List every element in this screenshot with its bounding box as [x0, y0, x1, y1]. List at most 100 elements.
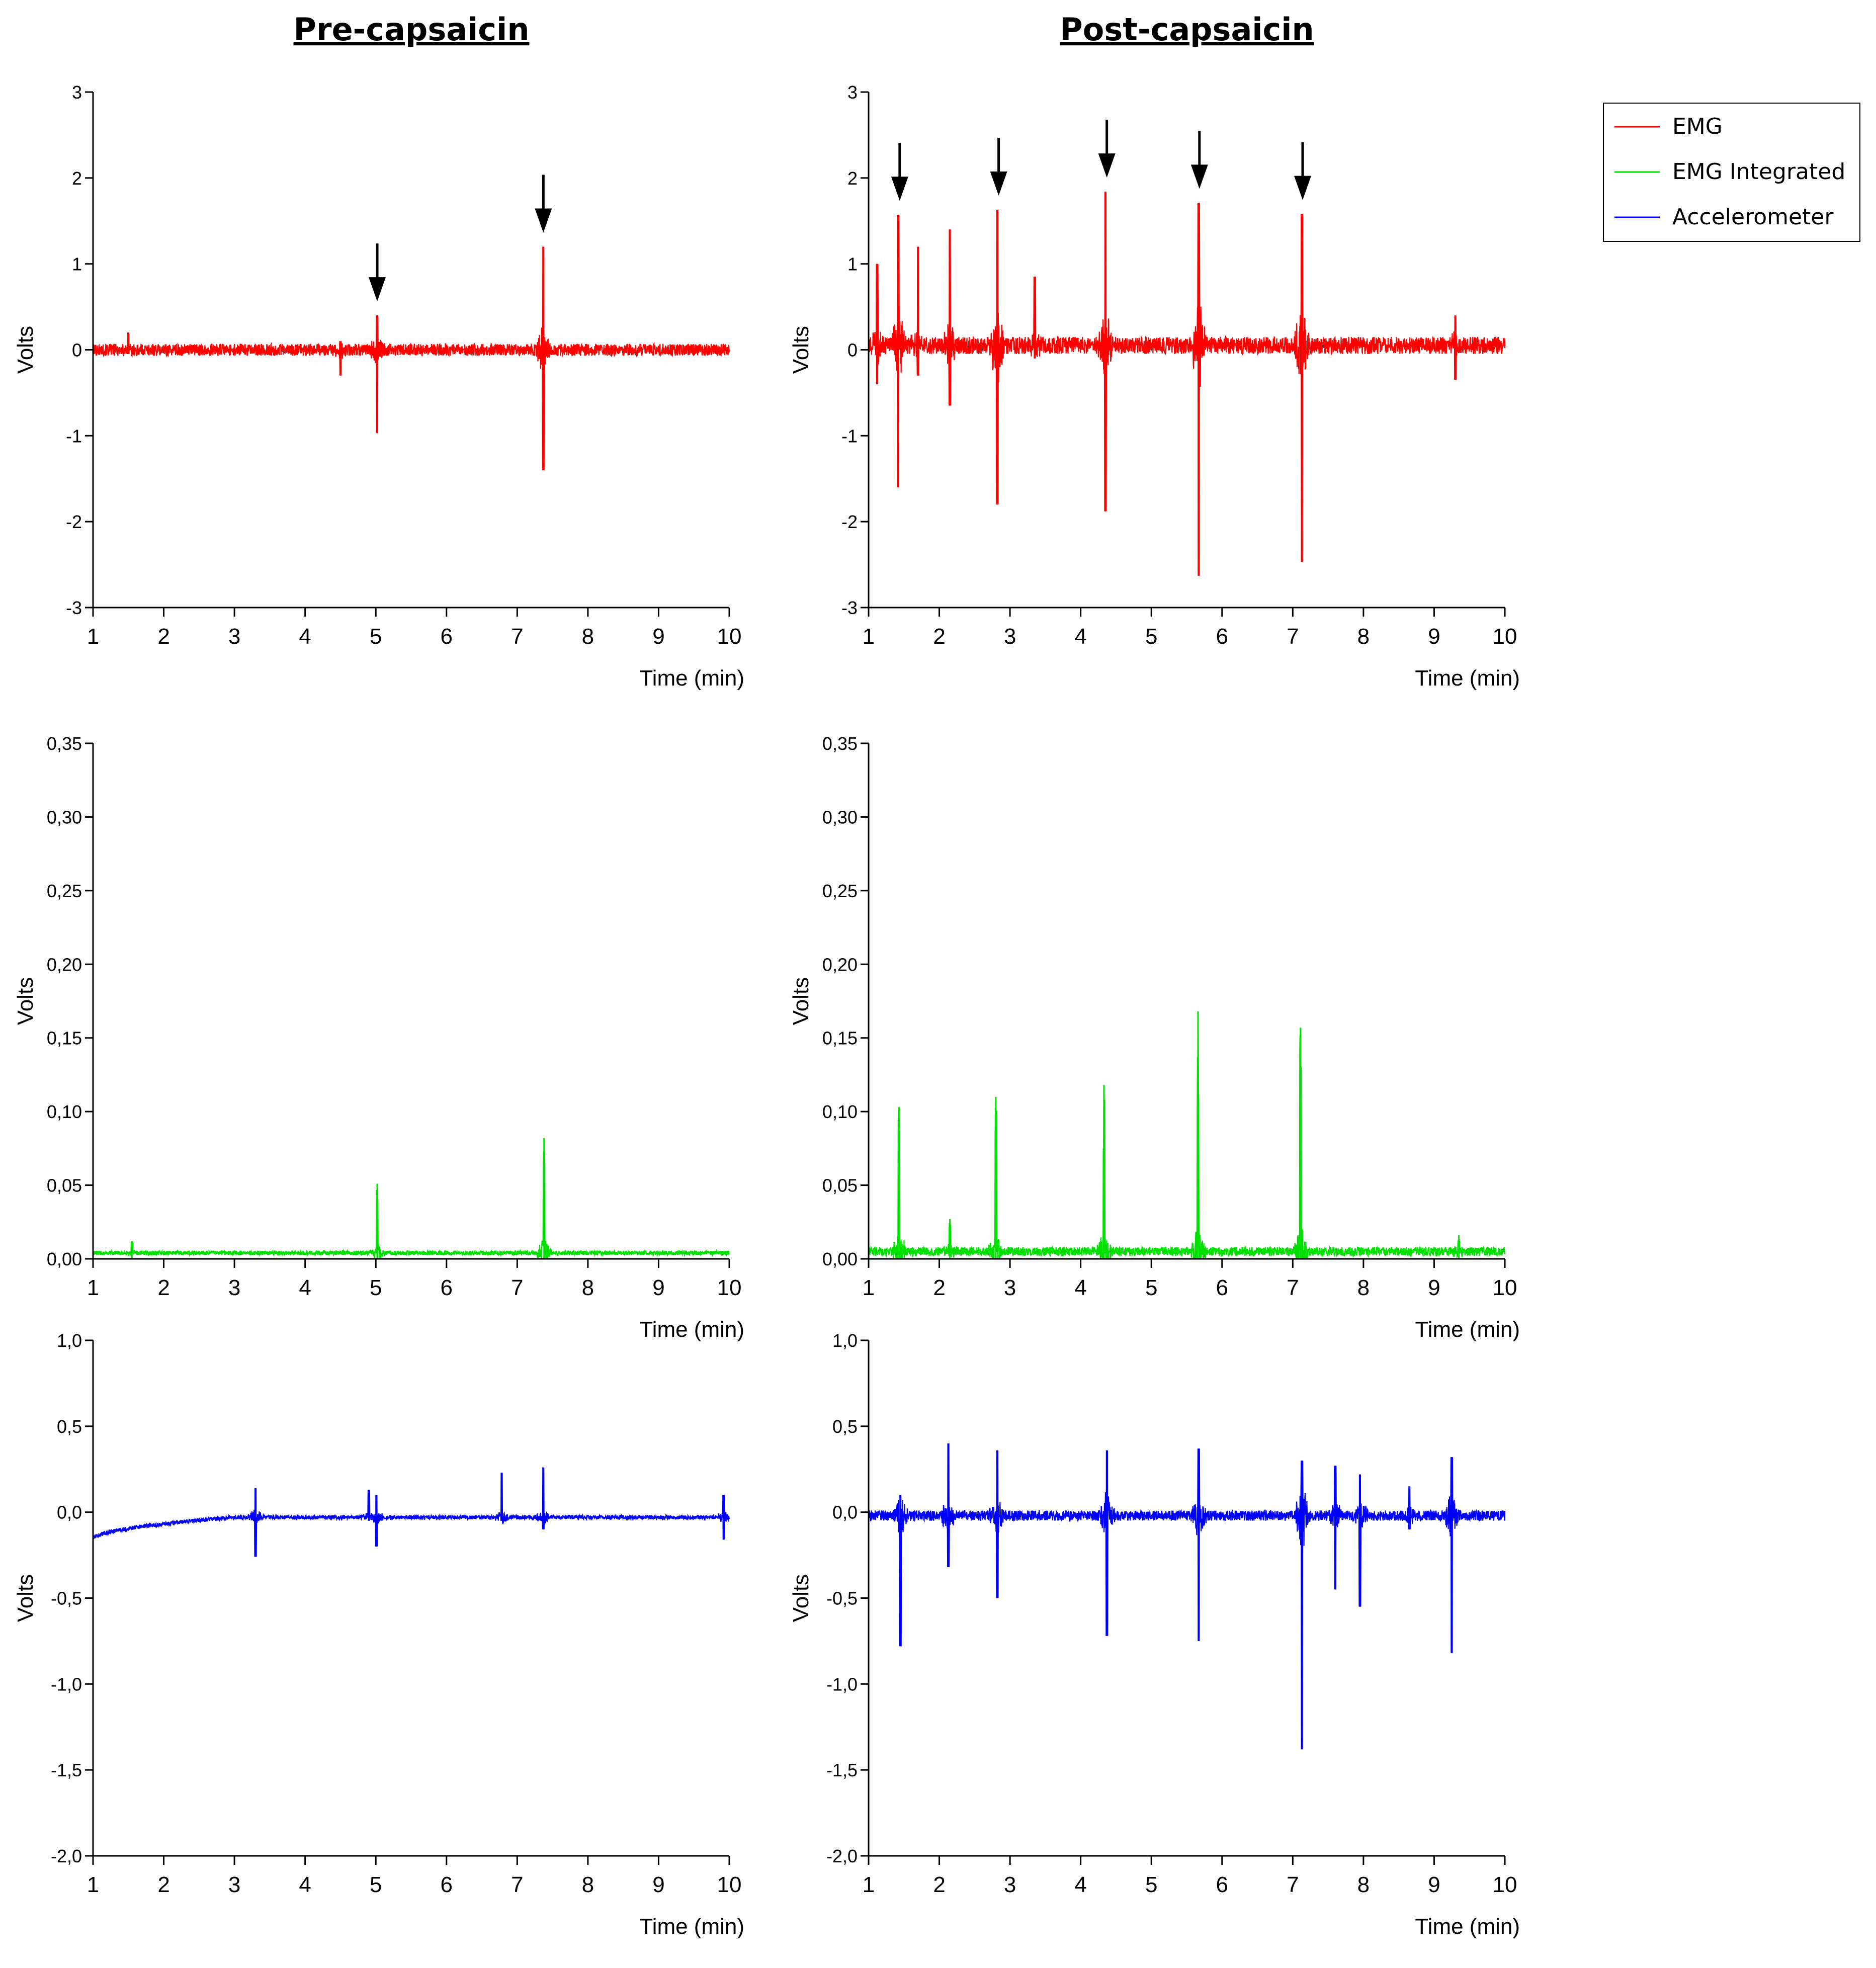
- x-tick-label-pre-emg-7: 8: [582, 624, 594, 649]
- x-tick-label-post-emg-integrated-4: 5: [1145, 1275, 1157, 1300]
- x-tick-label-post-emg-integrated-1: 2: [933, 1275, 945, 1300]
- arrow-down-icon: [535, 175, 552, 233]
- x-tick-label-pre-emg-integrated-5: 6: [441, 1275, 453, 1300]
- y-tick-label-post-emg-integrated-2: 0,10: [822, 1101, 858, 1122]
- y-tick-label-pre-emg-integrated-5: 0,25: [47, 881, 82, 901]
- y-tick-label-pre-accelerometer-0: -2,0: [51, 1846, 82, 1866]
- y-tick-label-pre-emg-integrated-3: 0,15: [47, 1028, 82, 1049]
- y-tick-label-pre-accelerometer-4: 0,0: [57, 1502, 82, 1523]
- series-line-pre-emg-integrated: [92, 1151, 730, 1259]
- x-tick-label-pre-emg-4: 5: [370, 624, 382, 649]
- y-tick-label-post-accelerometer-1: -1,5: [826, 1760, 858, 1780]
- y-tick-label-pre-emg-integrated-0: 0,00: [47, 1249, 82, 1269]
- arrow-down-icon: [1294, 142, 1312, 200]
- x-axis-label-pre-accelerometer: Time (min): [639, 1914, 744, 1939]
- x-tick-label-pre-accelerometer-4: 5: [370, 1872, 382, 1897]
- x-tick-label-pre-emg-3: 4: [299, 624, 311, 649]
- y-tick-label-pre-emg-0: -3: [66, 597, 82, 618]
- y-axis-label-pre-emg: Volts: [13, 326, 38, 374]
- x-tick-label-post-emg-6: 7: [1287, 624, 1299, 649]
- y-tick-label-pre-accelerometer-5: 0,5: [57, 1416, 82, 1437]
- arrow-down-icon: [990, 138, 1007, 196]
- x-tick-label-pre-accelerometer-9: 10: [717, 1872, 742, 1897]
- y-tick-label-post-accelerometer-4: 0,0: [832, 1502, 858, 1523]
- y-tick-label-pre-accelerometer-2: -1,0: [51, 1674, 82, 1694]
- y-tick-label-post-emg-6: 3: [847, 82, 858, 103]
- x-tick-label-post-emg-3: 4: [1074, 624, 1086, 649]
- y-tick-label-pre-accelerometer-3: -0,5: [51, 1588, 82, 1609]
- x-tick-label-post-accelerometer-5: 6: [1216, 1872, 1228, 1897]
- x-tick-label-pre-accelerometer-2: 3: [228, 1872, 240, 1897]
- y-tick-label-post-accelerometer-0: -2,0: [826, 1846, 858, 1866]
- x-tick-label-pre-emg-integrated-6: 7: [511, 1275, 523, 1300]
- y-tick-label-pre-emg-3: 0: [72, 340, 82, 361]
- x-tick-label-post-accelerometer-9: 10: [1493, 1872, 1517, 1897]
- y-axis-label-pre-accelerometer: Volts: [13, 1574, 38, 1622]
- y-tick-label-pre-emg-5: 2: [72, 168, 82, 189]
- y-tick-label-pre-emg-integrated-1: 0,05: [47, 1175, 82, 1196]
- x-tick-label-post-emg-integrated-9: 10: [1493, 1275, 1517, 1300]
- y-tick-label-post-emg-integrated-7: 0,35: [822, 733, 858, 754]
- y-tick-label-post-emg-integrated-3: 0,15: [822, 1028, 858, 1049]
- x-tick-label-post-emg-integrated-3: 4: [1074, 1275, 1086, 1300]
- x-tick-label-pre-emg-2: 3: [228, 624, 240, 649]
- x-tick-label-pre-accelerometer-0: 1: [87, 1872, 99, 1897]
- series-line-post-emg: [868, 192, 1506, 576]
- y-tick-label-pre-emg-4: 1: [72, 254, 82, 275]
- y-tick-label-pre-emg-6: 3: [72, 82, 82, 103]
- y-tick-label-pre-emg-1: -2: [66, 511, 82, 532]
- y-tick-label-pre-accelerometer-6: 1,0: [57, 1330, 82, 1351]
- x-tick-label-post-emg-1: 2: [933, 624, 945, 649]
- series-line-post-emg-integrated: [868, 1023, 1506, 1260]
- x-tick-label-post-accelerometer-0: 1: [863, 1872, 875, 1897]
- y-tick-label-post-accelerometer-3: -0,5: [826, 1588, 858, 1609]
- column-title-post: Post-capsaicin: [1060, 11, 1314, 48]
- x-tick-label-post-emg-8: 9: [1428, 624, 1440, 649]
- x-tick-label-pre-emg-1: 2: [157, 624, 169, 649]
- chart-pre-emg: 1 2 3 4 5 6 7 8 9 10 -3 -2 -1 0 1 2 3 Time (min) Volts: [13, 82, 744, 691]
- x-tick-label-post-emg-9: 10: [1493, 624, 1517, 649]
- x-tick-label-post-accelerometer-6: 7: [1287, 1872, 1299, 1897]
- x-axis-label-pre-emg-integrated: Time (min): [639, 1317, 744, 1342]
- y-tick-label-post-accelerometer-2: -1,0: [826, 1674, 858, 1694]
- x-tick-label-pre-accelerometer-1: 2: [157, 1872, 169, 1897]
- series-line-pre-emg: [92, 246, 730, 470]
- x-tick-label-pre-emg-integrated-0: 1: [87, 1275, 99, 1300]
- y-axis-label-post-accelerometer: Volts: [789, 1574, 813, 1622]
- y-tick-label-pre-emg-integrated-7: 0,35: [47, 733, 82, 754]
- y-tick-label-post-emg-integrated-5: 0,25: [822, 881, 858, 901]
- y-tick-label-post-emg-1: -2: [841, 511, 858, 532]
- x-tick-label-post-emg-5: 6: [1216, 624, 1228, 649]
- x-axis-label-pre-emg: Time (min): [639, 666, 744, 691]
- x-tick-label-pre-emg-integrated-9: 10: [717, 1275, 742, 1300]
- x-tick-label-post-emg-integrated-5: 6: [1216, 1275, 1228, 1300]
- legend: EMG EMG Integrated Accelerometer: [1603, 103, 1860, 242]
- legend-label-accelerometer: Accelerometer: [1672, 204, 1834, 230]
- arrow-down-icon: [369, 243, 386, 302]
- x-tick-label-pre-emg-integrated-8: 9: [652, 1275, 664, 1300]
- column-title-pre: Pre-capsaicin: [294, 11, 530, 48]
- x-tick-label-pre-accelerometer-3: 4: [299, 1872, 311, 1897]
- chart-post-emg: 1 2 3 4 5 6 7 8 9 10 -3 -2 -1 0 1 2 3 Time (min) Volts: [789, 82, 1520, 691]
- x-tick-label-pre-emg-integrated-3: 4: [299, 1275, 311, 1300]
- y-tick-label-pre-emg-integrated-2: 0,10: [47, 1101, 82, 1122]
- chart-panels: 1 2 3 4 5 6 7 8 9 10 -3 -2 -1 0 1 2 3 Time (min) Volts 1 2 3 4…: [13, 82, 1520, 1939]
- x-tick-label-post-accelerometer-7: 8: [1357, 1872, 1370, 1897]
- legend-label-emg: EMG: [1672, 114, 1723, 139]
- x-tick-label-pre-emg-6: 7: [511, 624, 523, 649]
- chart-post-emg-integrated: 1 2 3 4 5 6 7 8 9 10 0,00 0,05 0,10 0,15 0,20 0,25 0,30 0…: [789, 733, 1520, 1342]
- y-tick-label-post-emg-4: 1: [847, 254, 858, 275]
- y-tick-label-post-emg-integrated-0: 0,00: [822, 1249, 858, 1269]
- y-tick-label-post-emg-2: -1: [841, 425, 858, 446]
- x-tick-label-pre-accelerometer-6: 7: [511, 1872, 523, 1897]
- series-line-pre-accelerometer: [92, 1467, 730, 1557]
- x-tick-label-post-accelerometer-3: 4: [1074, 1872, 1086, 1897]
- chart-pre-emg-integrated: 1 2 3 4 5 6 7 8 9 10 0,00 0,05 0,10 0,15 0,20 0,25 0,30 0…: [13, 733, 744, 1342]
- x-tick-label-post-emg-integrated-0: 1: [863, 1275, 875, 1300]
- y-tick-label-post-emg-integrated-4: 0,20: [822, 954, 858, 975]
- y-axis-label-post-emg: Volts: [789, 326, 813, 374]
- y-tick-label-post-emg-0: -3: [841, 597, 858, 618]
- x-axis-label-post-accelerometer: Time (min): [1415, 1914, 1520, 1939]
- y-axis-label-pre-emg-integrated: Volts: [13, 977, 38, 1025]
